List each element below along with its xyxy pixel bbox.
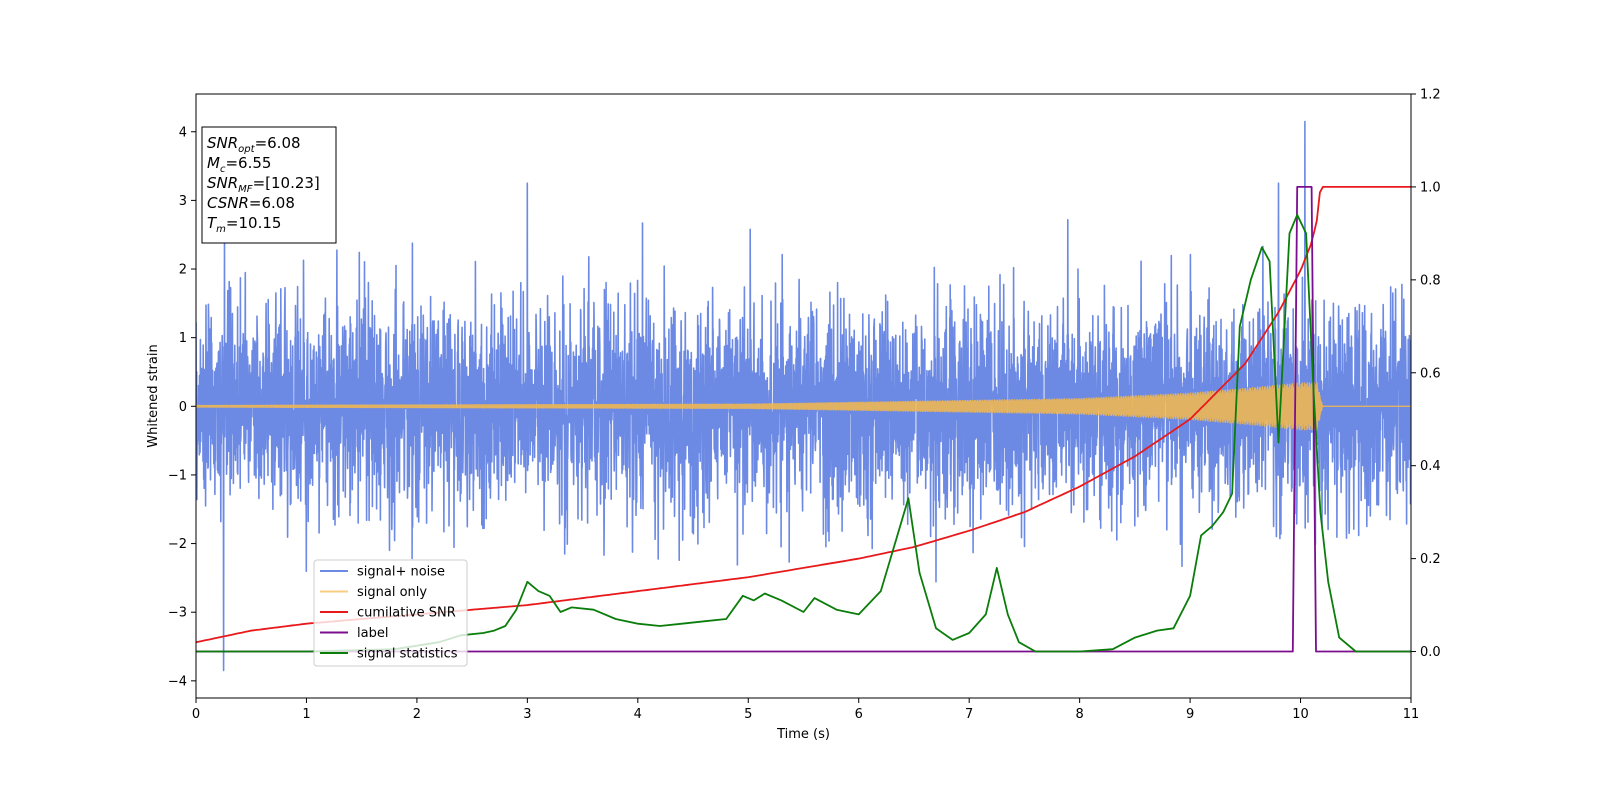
legend-entry: signal only	[320, 585, 427, 600]
x-tick-label: 1	[302, 707, 310, 722]
plot-frame	[195, 93, 1412, 699]
y-tick-label-left: 0	[179, 400, 187, 415]
legend-label: signal statistics	[357, 647, 458, 662]
x-tick-label: 2	[413, 707, 421, 722]
y-tick-label-right: 1.2	[1420, 88, 1441, 103]
y-tick-label-right: 0.2	[1420, 552, 1441, 567]
x-axis-label: Time (s)	[776, 727, 830, 742]
series-signal-statistics-line	[196, 213, 1411, 653]
annotation-line: Mc=6.55	[207, 154, 271, 175]
y-tick-label-left: −2	[168, 537, 187, 552]
annotation-line: CSNR=6.08	[207, 194, 295, 212]
x-tick-label: 5	[744, 707, 752, 722]
x-tick-label: 7	[965, 707, 973, 722]
x-tick-label: 0	[192, 707, 200, 722]
x-tick-label: 8	[1075, 707, 1083, 722]
y-tick-label-right: 0.8	[1420, 273, 1441, 288]
legend-entry: signal+ noise	[320, 565, 445, 580]
y-axis-label: Whitened strain	[146, 344, 161, 447]
annotation-box: SNRopt=6.08Mc=6.55SNRMF=[10.23]CSNR=6.08…	[201, 126, 337, 244]
y-tick-label-right: 0.4	[1420, 459, 1441, 474]
x-tick-label: 10	[1292, 707, 1309, 722]
y-tick-label-left: −4	[168, 674, 187, 689]
y-tick-label-right: 0.6	[1420, 366, 1441, 381]
x-tick-label: 9	[1186, 707, 1194, 722]
legend-entry: cumilative SNR	[320, 606, 456, 621]
y-tick-label-right: 1.0	[1420, 180, 1441, 195]
series-signal-only-line	[196, 382, 1411, 431]
legend-entry: signal statistics	[320, 647, 458, 662]
annotation-line: Tm=10.15	[207, 214, 281, 235]
y-tick-label-left: −3	[168, 606, 187, 621]
x-tick-label: 3	[523, 707, 531, 722]
x-tick-label: 6	[855, 707, 863, 722]
y-tick-label-left: 4	[179, 125, 187, 140]
legend-entry: label	[320, 626, 388, 641]
legend-label: cumilative SNR	[357, 606, 456, 621]
axes: 0 1 2 3 4 5 6 7 8 9 10 11 −4 −3 −2 −1 0 1 2 3 4 0.0 0.2 0.4 0.6 0…	[168, 88, 1441, 723]
x-tick-label: 4	[634, 707, 642, 722]
annotation-line: SNRMF=[10.23]	[207, 174, 320, 195]
legend-frame	[313, 559, 468, 667]
annotation-line: SNRopt=6.08	[207, 134, 301, 155]
legend-label: label	[357, 626, 388, 641]
x-tick-label: 11	[1403, 707, 1420, 722]
y-tick-label-right: 0.0	[1420, 645, 1441, 660]
y-tick-label-left: 3	[179, 194, 187, 209]
series-signal-noise-line	[196, 120, 1411, 672]
annotation-frame	[201, 126, 337, 244]
legend: signal+ noise signal only cumilative SNR la…	[313, 559, 468, 667]
legend-label: signal+ noise	[357, 565, 445, 580]
series-label-line	[196, 186, 1411, 653]
y-tick-label-left: 1	[179, 331, 187, 346]
legend-label: signal only	[357, 585, 427, 600]
y-tick-label-left: −1	[168, 468, 187, 483]
y-tick-label-left: 2	[179, 263, 187, 278]
